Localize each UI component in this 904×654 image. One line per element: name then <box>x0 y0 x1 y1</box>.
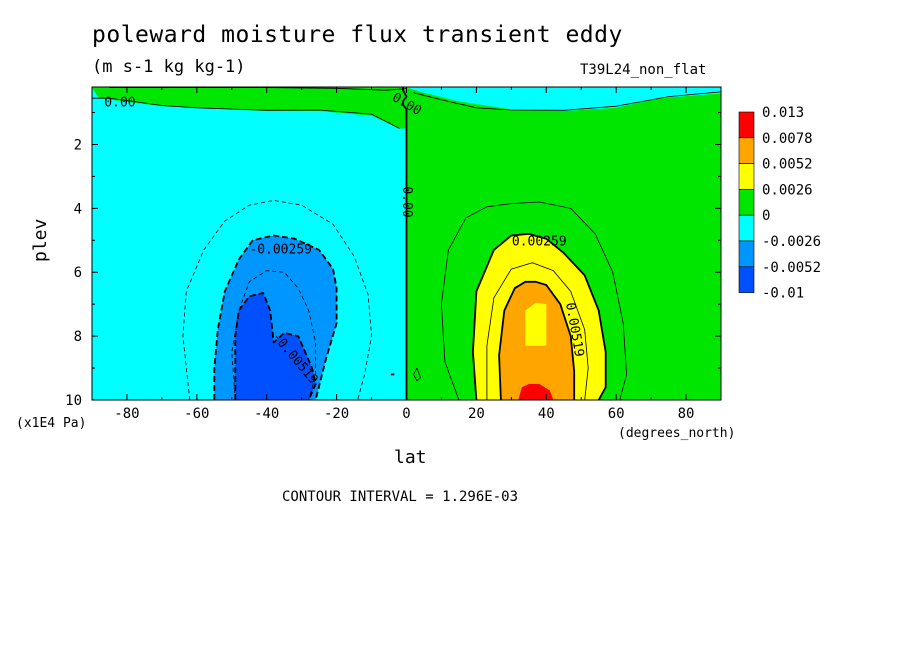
contour-line-11 <box>498 280 576 400</box>
legend-label-7: -0.01 <box>762 286 804 302</box>
x-tick-label: -40 <box>254 406 279 422</box>
contour-interval-note: CONTOUR INTERVAL = 1.296E-03 <box>282 489 519 505</box>
contour-label-0: 0.00 <box>104 95 135 110</box>
contour-line-0 <box>402 87 408 400</box>
contour-line-9 <box>471 232 607 400</box>
contour-fill-2 <box>109 87 721 111</box>
legend-label-6: -0.0052 <box>762 260 821 276</box>
contour-line-8 <box>440 201 627 400</box>
contour-line-12 <box>413 367 421 382</box>
legend-swatch-5 <box>738 240 755 268</box>
contour-line-6 <box>231 270 317 400</box>
legend-label-1: 0.0078 <box>762 131 813 147</box>
y-scale-note: (x1E4 Pa) <box>16 416 87 431</box>
legend-swatch-0 <box>738 111 755 139</box>
contour-label-2: 0.00 <box>399 186 414 217</box>
y-axis-ticks: 2 4 6 8 10 <box>65 112 721 409</box>
legend-swatch-1 <box>738 137 755 164</box>
contour-label-5: 0.00259 <box>512 234 567 249</box>
chart-units: (m s-1 kg kg-1) <box>92 57 246 77</box>
x-tick-label: -20 <box>324 406 349 422</box>
y-tick-label: 10 <box>65 393 82 409</box>
y-tick-label: 2 <box>74 137 82 153</box>
contour-line-7 <box>234 292 317 400</box>
legend-label-0: 0.013 <box>762 105 804 121</box>
x-tick-label: 60 <box>608 406 625 422</box>
contour-fill-9 <box>235 293 316 400</box>
x-axis-label: lat <box>394 447 427 468</box>
legend-swatch-4 <box>738 214 755 242</box>
legend-swatch-6 <box>738 266 755 293</box>
color-legend: 0.013 0.0078 0.0052 0.0026 0 -0.0026 -0.0052 -0… <box>738 105 821 302</box>
contour-line-5 <box>213 234 338 400</box>
legend-label-5: -0.0026 <box>762 234 821 250</box>
legend-swatch-3 <box>738 189 755 216</box>
y-tick-label: 6 <box>74 265 82 281</box>
contour-line-10 <box>486 262 589 400</box>
contour-fill-6 <box>525 302 547 346</box>
contour-fill-3 <box>92 87 407 129</box>
contour-fill-7 <box>518 384 554 400</box>
x-axis-ticks: -80 -60 -40 -20 0 20 40 60 80 <box>114 87 722 422</box>
contour-lines <box>92 87 721 400</box>
x-tick-label: 40 <box>538 406 555 422</box>
contour-line-4 <box>182 199 373 400</box>
run-label: T39L24_non_flat <box>580 62 707 78</box>
x-tick-label: 80 <box>678 406 695 422</box>
chart-title: poleward moisture flux transient eddy <box>92 22 623 48</box>
x-axis-units: (degrees_north) <box>618 426 736 441</box>
x-tick-label: 0 <box>402 406 410 422</box>
x-tick-label: -80 <box>114 406 139 422</box>
contour-line-1 <box>92 97 400 129</box>
y-tick-label: 8 <box>74 329 82 345</box>
y-tick-label: 4 <box>74 201 82 217</box>
x-tick-label: 20 <box>468 406 485 422</box>
contour-line-2 <box>413 91 721 111</box>
legend-label-3: 0.0026 <box>762 182 813 198</box>
x-tick-label: -60 <box>184 406 209 422</box>
contour-label-3: -0.00259 <box>249 242 312 257</box>
legend-label-4: 0 <box>762 208 770 224</box>
legend-label-2: 0.0052 <box>762 157 813 173</box>
legend-swatch-2 <box>738 163 755 190</box>
